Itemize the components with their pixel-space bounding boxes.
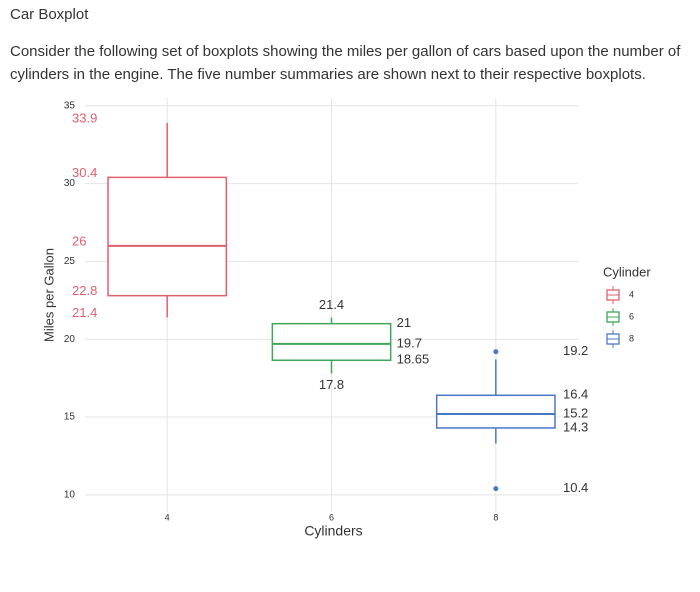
y-tick-label: 30 — [64, 178, 76, 189]
y-tick-label: 25 — [64, 256, 76, 267]
value-label: 30.4 — [72, 165, 97, 180]
value-label: 19.2 — [563, 343, 588, 358]
value-label: 22.8 — [72, 283, 97, 298]
y-tick-label: 15 — [64, 412, 76, 423]
box — [435, 394, 556, 429]
x-tick-label: 8 — [493, 512, 498, 522]
y-tick-label: 35 — [64, 100, 76, 111]
value-label: 26 — [72, 233, 86, 248]
x-tick-label: 6 — [329, 512, 334, 522]
value-label: 15.2 — [563, 405, 588, 420]
value-label: 17.8 — [319, 377, 344, 392]
y-tick-label: 10 — [64, 490, 76, 501]
value-label: 18.65 — [397, 352, 430, 367]
value-label: 14.3 — [563, 419, 588, 434]
value-label: 21 — [397, 315, 411, 330]
x-tick-label: 4 — [165, 512, 170, 522]
value-label: 33.9 — [72, 110, 97, 125]
box — [107, 176, 228, 297]
y-tick-label: 20 — [64, 334, 76, 345]
legend-label: 6 — [629, 311, 634, 321]
outlier — [493, 486, 499, 492]
value-label: 21.4 — [72, 305, 97, 320]
legend-title: Cylinder — [603, 264, 651, 279]
outlier — [493, 349, 499, 355]
legend-label: 8 — [629, 333, 634, 343]
description: Consider the following set of boxplots s… — [10, 43, 681, 83]
box — [271, 322, 392, 362]
value-label: 19.7 — [397, 335, 422, 350]
value-label: 10.4 — [563, 480, 588, 495]
value-label: 16.4 — [563, 387, 588, 402]
page-title: Car Boxplot — [10, 6, 89, 23]
legend-label: 4 — [629, 289, 634, 299]
x-axis-label: Cylinders — [304, 523, 362, 539]
value-label: 21.4 — [319, 297, 344, 312]
y-axis-label: Miles per Gallon — [41, 248, 56, 342]
